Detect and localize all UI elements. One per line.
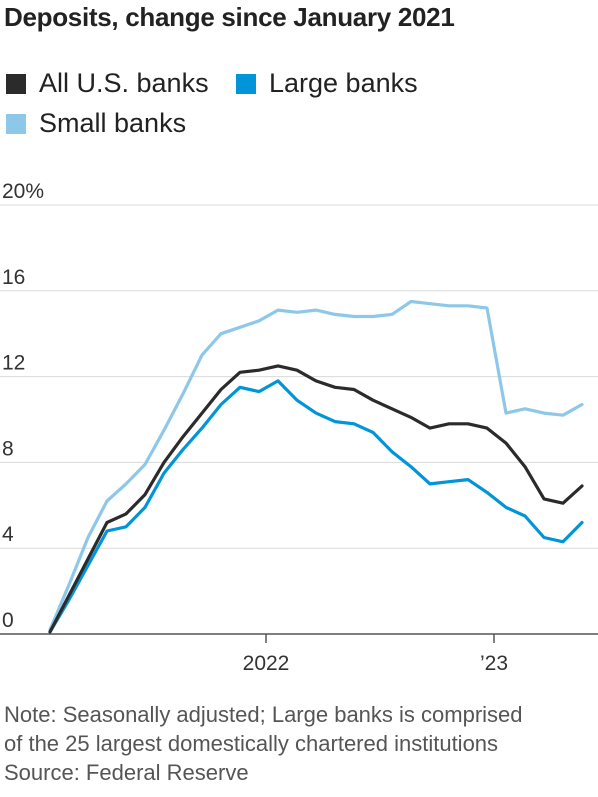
note-line-2: of the 25 largest domestically chartered… <box>4 731 499 756</box>
y-tick-label-8: 8 <box>2 437 14 460</box>
note-line-1: Note: Seasonally adjusted; Large banks i… <box>4 702 523 727</box>
line-large-banks <box>48 379 584 634</box>
legend-swatch-all-banks <box>6 73 26 94</box>
legend-label-all-banks: All U.S. banks <box>39 68 209 98</box>
chart-title: Deposits, change since January 2021 <box>4 2 455 32</box>
y-tick-label-4: 4 <box>2 523 14 546</box>
chart-notes: Note: Seasonally adjusted; Large banks i… <box>4 700 523 787</box>
x-tick-label-0: 2022 <box>243 652 290 675</box>
y-tick-label-16: 16 <box>2 266 25 289</box>
line-small-banks <box>48 299 584 632</box>
y-tick-label-12: 12 <box>2 352 25 375</box>
y-tick-label-0: 0 <box>2 609 14 632</box>
legend-item-all-banks: All U.S. banks <box>6 68 209 99</box>
source-line: Source: Federal Reserve <box>4 760 249 785</box>
legend-label-large-banks: Large banks <box>269 68 418 98</box>
legend-item-small-banks: Small banks <box>6 108 186 139</box>
legend-label-small-banks: Small banks <box>39 108 187 138</box>
legend-swatch-small-banks <box>6 113 26 134</box>
x-tick-label-1: ’23 <box>480 652 508 675</box>
legend-swatch-large-banks <box>236 73 256 94</box>
y-tick-label-20: 20% <box>2 180 44 203</box>
legend-item-large-banks: Large banks <box>236 68 418 99</box>
line-chart: 0 4 8 12 16 20% 2022 ’23 <box>0 180 598 675</box>
line-all-banks <box>48 364 584 634</box>
